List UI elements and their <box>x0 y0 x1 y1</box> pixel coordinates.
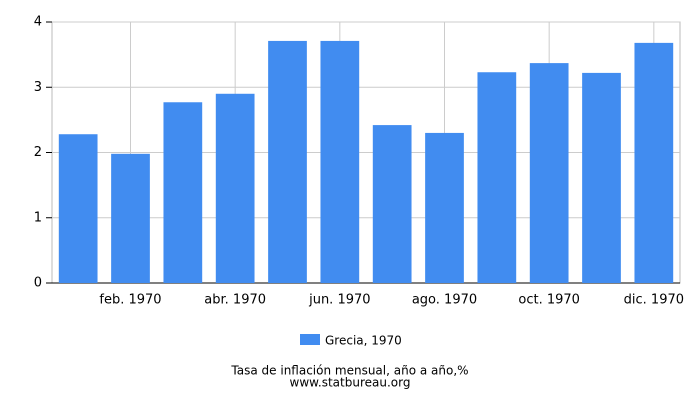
bar <box>634 42 674 283</box>
y-tick-label: 4 <box>34 15 42 30</box>
bar <box>425 132 464 283</box>
y-tick-label: 0 <box>34 276 42 291</box>
bar <box>111 153 150 283</box>
bar <box>529 63 569 283</box>
x-tick-label: ago. 1970 <box>412 293 477 308</box>
chart-title: Tasa de inflación mensual, año a año,% <box>230 364 468 378</box>
x-tick-label: jun. 1970 <box>308 293 370 308</box>
source: www.statbureau.org <box>290 376 411 390</box>
bar <box>215 93 255 284</box>
bar <box>582 72 621 284</box>
bar <box>477 72 517 284</box>
bar <box>268 40 307 283</box>
x-tick-label: feb. 1970 <box>99 293 161 308</box>
x-tick-label: abr. 1970 <box>204 293 266 308</box>
legend-swatch <box>300 334 320 345</box>
x-tick-label: dic. 1970 <box>624 293 684 308</box>
y-tick-label: 3 <box>34 80 42 95</box>
y-tick-label: 1 <box>34 210 42 225</box>
bar <box>320 40 360 283</box>
bar <box>372 125 412 283</box>
y-tick-label: 2 <box>34 145 42 160</box>
x-tick-label: oct. 1970 <box>518 293 580 308</box>
bar <box>58 134 98 283</box>
legend-label: Grecia, 1970 <box>325 334 402 348</box>
bar <box>163 102 203 283</box>
